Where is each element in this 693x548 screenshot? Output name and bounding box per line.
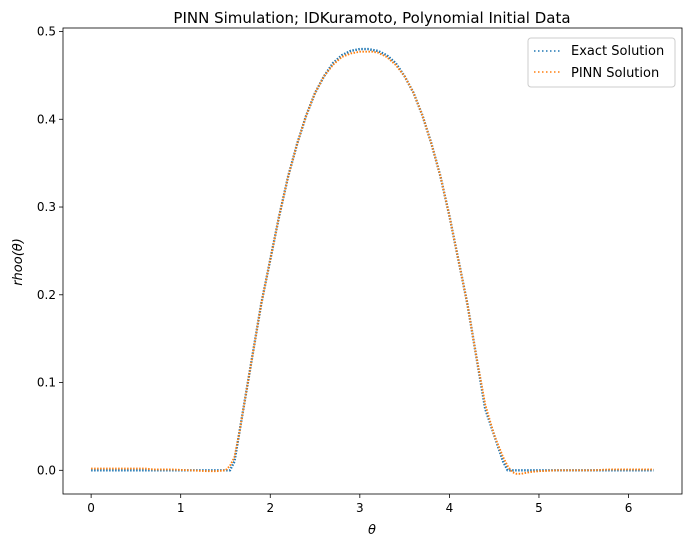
series-line-exact — [91, 47, 654, 472]
legend-label-exact: Exact Solution — [571, 44, 664, 59]
x-tick-label: 3 — [356, 501, 364, 515]
series-line-pinn — [91, 50, 654, 475]
y-tick-label: 0.5 — [37, 25, 56, 39]
y-tick-label: 0.2 — [37, 288, 56, 302]
x-tick-label: 4 — [446, 501, 454, 515]
legend-box — [527, 37, 676, 88]
plot-area-frame — [62, 27, 683, 495]
x-tick-label: 1 — [177, 501, 185, 515]
x-tick-label: 6 — [625, 501, 633, 515]
x-tick-label: 5 — [535, 501, 543, 515]
y-tick-label: 0.0 — [37, 463, 56, 477]
legend: Exact Solution PINN Solution — [527, 37, 676, 88]
chart-title: PINN Simulation; IDKuramoto, Polynomial … — [173, 9, 570, 27]
y-tick-label: 0.4 — [37, 112, 56, 126]
legend-label-pinn: PINN Solution — [571, 66, 659, 81]
x-tick-label: 2 — [266, 501, 274, 515]
y-axis-label: rhoo(θ) — [11, 238, 26, 286]
y-tick-label: 0.3 — [37, 200, 56, 214]
x-tick-label: 0 — [87, 501, 95, 515]
x-axis-label: θ — [368, 523, 376, 538]
y-tick-label: 0.1 — [37, 376, 56, 390]
